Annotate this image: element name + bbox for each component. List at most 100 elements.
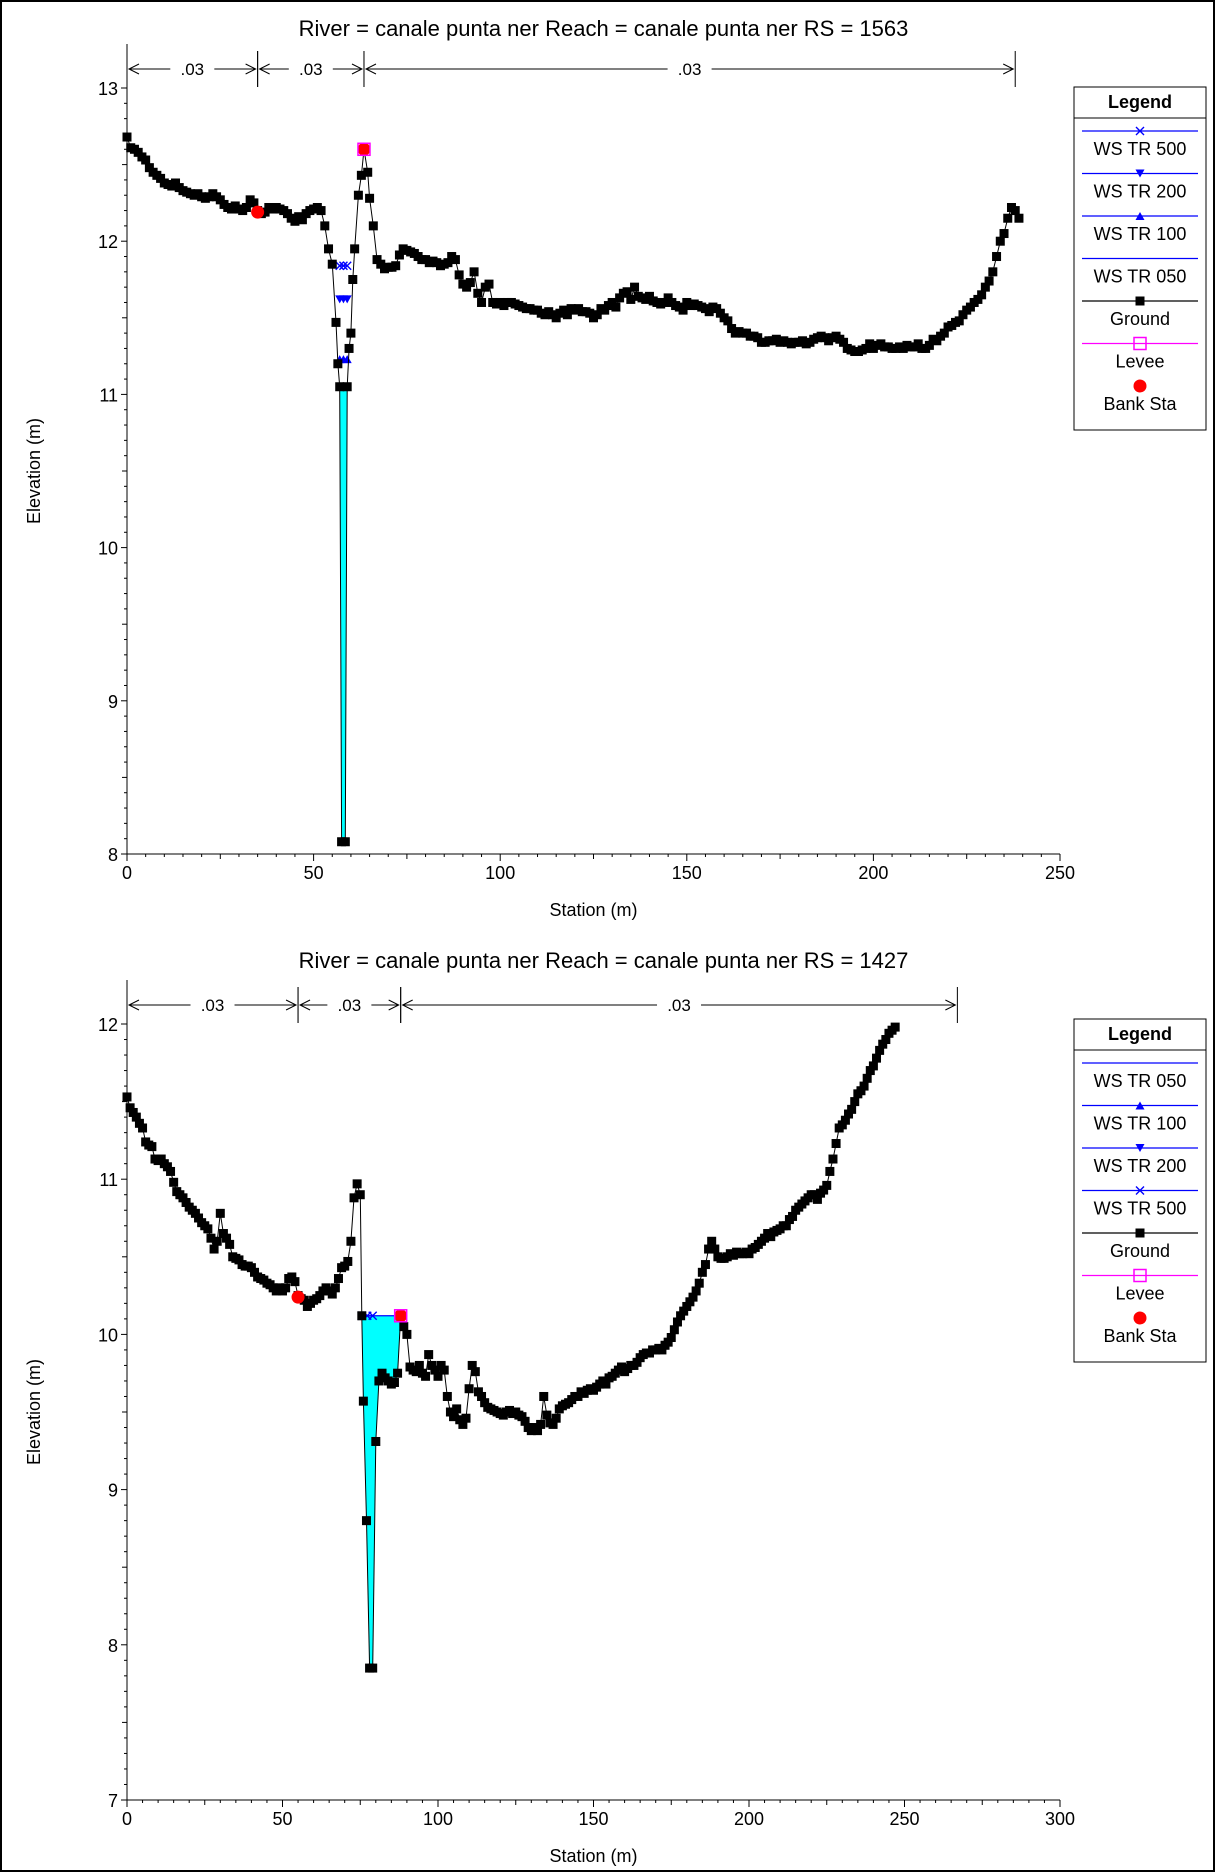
- ground-point: [421, 1371, 431, 1381]
- ground-point: [980, 282, 990, 292]
- ground-point: [626, 294, 636, 304]
- legend-label: WS TR 100: [1094, 224, 1187, 244]
- ground-point: [958, 310, 968, 320]
- ground-point: [881, 1035, 891, 1045]
- ground-markers: [122, 132, 1024, 847]
- ground-point: [169, 1177, 179, 1187]
- legend-swatch-marker: [1133, 336, 1147, 351]
- ground-point: [427, 1360, 437, 1370]
- x-tick-label: 100: [423, 1809, 453, 1829]
- ground-point: [469, 267, 479, 277]
- ground-point: [194, 1213, 204, 1223]
- ground-point: [1014, 213, 1024, 223]
- ground-point: [484, 279, 494, 289]
- y-tick-label: 9: [108, 1481, 118, 1501]
- ground-point: [825, 1166, 835, 1176]
- y-tick-label: 8: [108, 845, 118, 865]
- ground-point: [353, 190, 363, 200]
- ground-point: [865, 339, 875, 349]
- ground-point: [663, 1337, 673, 1347]
- ground-point: [697, 1267, 707, 1277]
- ground-point: [632, 1357, 642, 1367]
- ground-point: [822, 1180, 832, 1190]
- ground-point: [704, 1244, 714, 1254]
- ground-point: [859, 1081, 869, 1091]
- ground-point: [377, 1368, 387, 1378]
- ground-point: [473, 288, 483, 298]
- y-tick-label: 12: [98, 1015, 118, 1035]
- ground-point: [700, 1260, 710, 1270]
- x-tick-label: 150: [578, 1809, 608, 1829]
- ground-point: [868, 1061, 878, 1071]
- ground-point: [393, 1368, 403, 1378]
- ground-point: [847, 1104, 857, 1114]
- ground-point: [611, 302, 621, 312]
- x-tick-label: 100: [485, 863, 515, 883]
- ground-point: [828, 1154, 838, 1164]
- ground-point: [809, 1190, 819, 1200]
- ground-point: [206, 1233, 216, 1243]
- ground-point: [399, 1322, 409, 1332]
- ground-point: [766, 1232, 776, 1242]
- ground-point: [542, 1410, 552, 1420]
- manning-arrowhead: [298, 999, 311, 1011]
- x-tick-label: 150: [672, 863, 702, 883]
- legend-label: WS TR 500: [1094, 139, 1187, 159]
- ground-point: [592, 310, 602, 320]
- legend-box: Legend WS TR 050 WS TR 100 WS TR 200 WS TR 5…: [1073, 1018, 1207, 1363]
- chart-title: River = canale punta ner Reach = canale …: [299, 948, 909, 973]
- manning-arrowhead: [258, 63, 270, 75]
- ground-point: [320, 221, 330, 231]
- ground-point: [548, 1419, 558, 1429]
- ground-point: [371, 1436, 381, 1446]
- ground-point: [138, 1123, 148, 1133]
- manning-arrowhead: [127, 999, 140, 1011]
- legend-box: Legend WS TR 500 WS TR 200 WS TR 100 WS TR 0…: [1073, 86, 1207, 431]
- ground-point: [363, 167, 373, 177]
- ws-series-1: [335, 261, 352, 271]
- ground-point: [924, 340, 934, 350]
- ground-point: [872, 1053, 882, 1063]
- x-tick-label: 200: [734, 1809, 764, 1829]
- ground-point: [839, 337, 849, 347]
- manning-n-label: .03: [180, 60, 204, 79]
- ground-point: [215, 1208, 225, 1218]
- levee-point: [357, 142, 371, 157]
- legend-swatch-marker: [1135, 1144, 1145, 1152]
- ground-point: [156, 173, 166, 183]
- ground-point: [533, 1426, 543, 1436]
- ground-point: [615, 293, 625, 303]
- legend-label: WS TR 050: [1094, 267, 1187, 287]
- legend-label: Bank Sta: [1103, 1326, 1177, 1346]
- ground-point: [128, 1107, 138, 1117]
- ground-point: [678, 305, 688, 315]
- legend-label: Ground: [1110, 1241, 1170, 1261]
- ground-point: [913, 339, 923, 349]
- ground-point: [727, 324, 737, 334]
- ground-point: [352, 1179, 362, 1189]
- legend-swatch-marker: [1135, 126, 1145, 136]
- ground-point: [131, 1112, 141, 1122]
- ws-marker: [338, 261, 348, 271]
- ground-point: [372, 255, 382, 265]
- ground-point: [939, 328, 949, 338]
- ground-point: [1003, 213, 1013, 223]
- ground-point: [865, 1066, 875, 1076]
- ground-point: [666, 1333, 676, 1343]
- ground-point: [562, 310, 572, 320]
- manning-arrowhead: [945, 999, 957, 1011]
- ground-point: [616, 1362, 626, 1372]
- ground-point: [840, 1115, 850, 1125]
- ground-point: [679, 1306, 689, 1316]
- ground-point: [467, 1360, 477, 1370]
- ground-point: [850, 1097, 860, 1107]
- ground-point: [788, 1211, 798, 1221]
- ground-point: [190, 1208, 200, 1218]
- ground-point: [477, 297, 487, 307]
- ground-point: [676, 1311, 686, 1321]
- ground-point: [878, 1039, 888, 1049]
- manning-n-label: .03: [678, 60, 702, 79]
- ground-point: [335, 382, 345, 392]
